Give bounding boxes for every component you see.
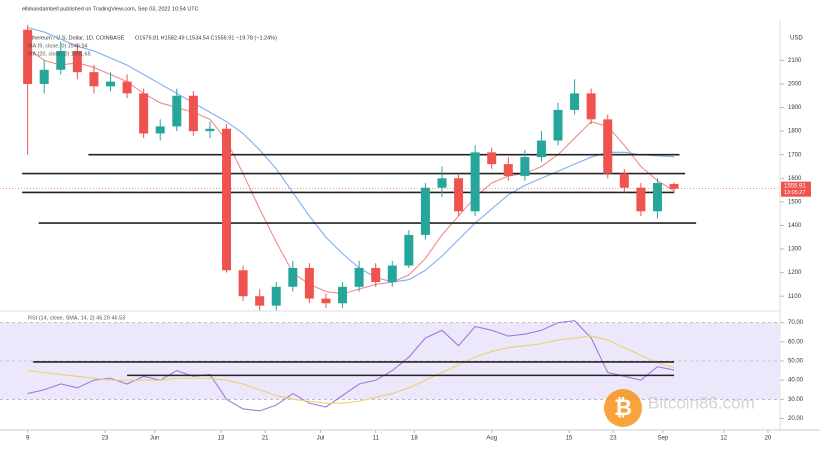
legend-entry: MA (20, close, 0) 1691.65 [28,51,91,57]
indicator-line [27,48,675,295]
candle-body [636,187,646,212]
y-tick-label: 2000 [788,82,802,88]
x-tick-label: 23 [610,436,617,442]
candle-body [553,109,563,141]
candle-body [321,298,331,304]
candle-body [619,173,629,188]
candle-body [271,286,281,306]
candle-body [487,152,497,165]
candle-body [304,267,314,299]
x-tick-label: Sep [658,436,669,442]
candle-body [586,93,596,120]
candle-body [570,93,580,110]
symbol: Ethereum / U.S. Dollar, 1D, COINBASE [28,35,125,41]
y-tick-label: 1500 [788,199,802,205]
candle-body [188,95,198,132]
watermark-icon-bg [604,389,642,427]
y-tick-label: 30.00 [788,397,804,403]
x-tick-label: 11 [373,436,380,442]
x-tick-label: Jul [317,436,325,442]
ohlc-legend: O1575.81 H1582.49 L1534.54 C1555.91 −19.… [135,35,277,41]
x-tick-label: 15 [566,436,573,442]
candle-body [603,119,613,174]
candle-body [56,50,66,70]
last-price-box [781,181,811,197]
candle-body [205,128,215,132]
x-tick-label: 9 [26,436,30,442]
watermark-text: Bitcoin86.com [648,393,755,412]
x-tick-label: 18 [411,436,418,442]
candle-body [404,234,414,266]
y-tick-label: 1300 [788,247,802,253]
legend-entry: MA (9, close, 0) 1546.94 [28,43,88,49]
candle-body [420,187,430,235]
candle-body [652,183,662,212]
y-tick-label: 1200 [788,270,802,276]
countdown-label: 13:05:27 [784,190,805,196]
candle-body [72,50,82,73]
candle-body [172,95,182,127]
candle-body [255,296,265,306]
candle-body [39,69,49,84]
y-tick-label: 40.00 [788,378,804,384]
candle-body [139,93,149,134]
candle-body [470,152,480,212]
last-price-label: 1555.91 [784,183,806,189]
candle-body [520,157,530,176]
y-tick-label: 70.00 [788,320,804,326]
candle-body [387,265,397,283]
candle-body [222,128,232,271]
candle-body [155,126,165,134]
candle-body [536,140,546,158]
candle-body [288,267,298,287]
x-tick-label: 20 [765,436,772,442]
candle-body [338,286,348,304]
candle-body [238,270,248,297]
candle-body [437,178,447,188]
watermark-icon: ₿ [614,395,632,420]
candle-body [371,267,381,283]
candle-body [669,183,679,189]
watermark: ₿ Bitcoin86.com [604,389,755,427]
candle-body [23,29,33,84]
candle-body [105,81,115,87]
y-tick-label: 1900 [788,105,802,111]
x-tick-label: 21 [262,436,269,442]
x-tick-label: Jun [150,436,160,442]
y-tick-label: 1700 [788,152,802,158]
y-tick-label: 50.00 [788,359,804,365]
y-tick-label: 60.00 [788,339,804,345]
x-tick-label: 12 [720,436,727,442]
y-tick-label: 1400 [788,223,802,229]
publisher: ellimandambell published on TradingView.… [22,6,199,12]
candle-body [89,72,99,87]
y-tick-label: 2100 [788,58,802,64]
candle-body [354,267,364,287]
candle-body [503,164,513,176]
y-tick-label: 20.00 [788,416,804,422]
currency: USD [790,36,803,42]
x-tick-label: 13 [218,436,225,442]
candle-body [454,178,464,212]
x-tick-label: 23 [102,436,109,442]
rsi-title: RSI (14, close, SMA, 14, 2) 45.29 46.53 [28,315,125,321]
indicator-line [27,26,675,283]
y-tick-label: 1800 [788,129,802,135]
candle-body [122,81,132,94]
y-tick-label: 1600 [788,176,802,182]
x-tick-label: Aug [486,436,497,442]
y-tick-label: 1100 [788,294,802,300]
indicator-line [27,335,675,404]
